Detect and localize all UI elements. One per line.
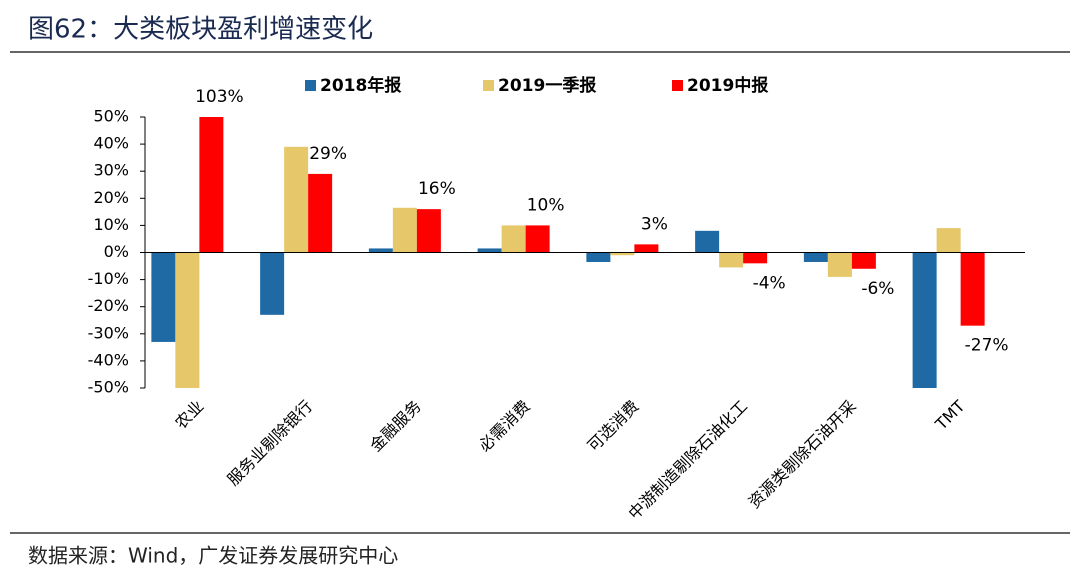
bar <box>912 252 937 388</box>
x-tick-label: 服务业剔除银行 <box>223 397 316 490</box>
chart-title: 图62：大类板块盈利增速变化 <box>28 15 373 45</box>
legend-label: 2019中报 <box>687 75 768 96</box>
y-tick-label: -50% <box>88 378 129 397</box>
y-tick-label: -30% <box>88 323 129 342</box>
bar <box>175 252 200 388</box>
bar <box>610 252 635 256</box>
bar <box>501 225 526 253</box>
legend-swatch <box>672 80 683 91</box>
value-label: 103% <box>195 87 244 107</box>
bar <box>308 173 333 253</box>
bar <box>477 248 502 253</box>
bar <box>284 146 309 253</box>
bar <box>695 230 720 253</box>
x-tick-label: 可选消费 <box>584 397 643 456</box>
bar <box>827 252 852 277</box>
bar <box>368 248 393 253</box>
legend-label: 2018年报 <box>320 75 401 96</box>
bar <box>416 209 441 253</box>
legend-label: 2019一季报 <box>498 75 596 96</box>
legend-swatch <box>483 80 494 91</box>
y-tick-label: -20% <box>88 296 129 315</box>
y-tick-label: 50% <box>93 107 129 126</box>
bar <box>199 117 224 253</box>
bar <box>260 252 285 315</box>
x-tick-label: TMT <box>931 396 969 434</box>
bar <box>151 252 176 342</box>
bar <box>803 252 828 262</box>
value-label: 29% <box>309 144 347 164</box>
value-label: -4% <box>753 273 786 293</box>
bar <box>634 244 659 253</box>
bars <box>151 117 985 388</box>
bar <box>586 252 611 262</box>
bar <box>960 252 985 326</box>
x-tick-label: 农业 <box>171 397 207 433</box>
legend-swatch <box>305 80 316 91</box>
bar <box>525 225 550 253</box>
value-label: -6% <box>861 279 894 299</box>
y-tick-label: 20% <box>93 188 129 207</box>
x-tick-label: 必需消费 <box>475 397 534 456</box>
value-label: 3% <box>641 214 668 234</box>
value-label: 16% <box>418 179 456 199</box>
y-tick-label: 30% <box>93 161 129 180</box>
y-tick-label: -40% <box>88 350 129 369</box>
y-tick-label: -10% <box>88 269 129 288</box>
x-tick-label: 中游制造剔除石油化工 <box>625 397 752 524</box>
bar <box>719 252 744 268</box>
bar <box>936 228 961 253</box>
value-label: 10% <box>527 195 565 215</box>
y-tick-label: 40% <box>93 134 129 153</box>
source: 数据来源：Wind，广发证券发展研究中心 <box>28 544 398 568</box>
x-tick-label: 资源类剔除石油开采 <box>745 397 860 512</box>
x-tick-label: 金融服务 <box>366 397 425 456</box>
bar <box>392 207 417 253</box>
bar <box>851 252 876 269</box>
y-tick-label: 0% <box>104 242 129 261</box>
bar <box>743 252 768 264</box>
y-tick-label: 10% <box>93 215 129 234</box>
value-label: -27% <box>965 336 1009 356</box>
